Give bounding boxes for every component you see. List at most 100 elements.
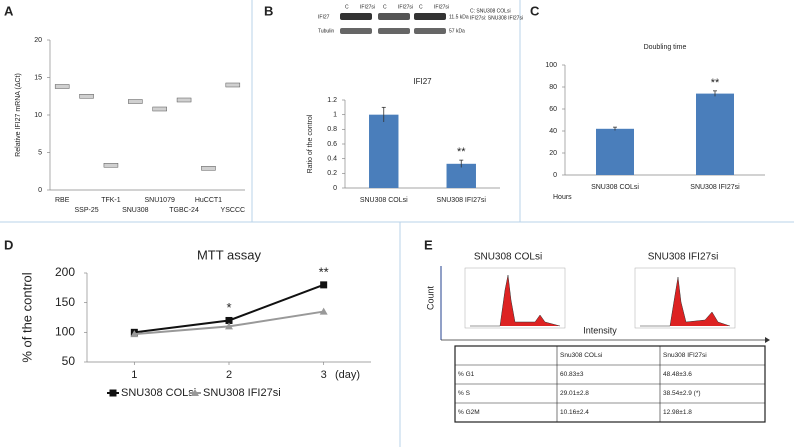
blot-row: IFI27	[318, 14, 330, 20]
y-tick-label: 0	[333, 185, 337, 192]
chart-title: Doubling time	[644, 44, 687, 51]
flow-ylabel: Count	[425, 286, 435, 311]
bar	[596, 128, 634, 175]
y-axis-label: Relative IFI27 mRNA (ΔCt)	[15, 73, 22, 157]
panel-label: B	[264, 3, 273, 18]
lane-label: IFI27si	[434, 4, 449, 10]
panel-label: E	[424, 237, 433, 252]
marker-box	[152, 106, 167, 112]
point	[225, 322, 233, 330]
annotation: **	[711, 77, 720, 89]
y-tick-label: 1	[333, 112, 337, 119]
y-axis-label: Ratio of the control	[307, 114, 314, 173]
y-tick-label: 0.8	[327, 126, 337, 133]
y-tick-label: 0.6	[327, 141, 337, 148]
lane-label: C	[383, 4, 387, 10]
table-cell: 60.83±3	[560, 371, 584, 378]
point	[130, 330, 139, 338]
x-tick-label: RBE	[55, 197, 70, 204]
panel-label: C	[530, 3, 540, 18]
x-tick-label: TGBC-24	[169, 207, 199, 214]
marker-box	[128, 99, 143, 104]
y-tick-label: 60	[549, 106, 557, 113]
bar	[446, 163, 476, 188]
x-tick-label: SNU1079	[145, 197, 175, 204]
western-blot	[340, 13, 446, 34]
annotation: **	[457, 146, 466, 158]
x-tick-label: 1	[131, 369, 137, 381]
chart-title: MTT assay	[197, 247, 262, 262]
y-tick-label: 0.4	[327, 156, 337, 163]
x-tick-label: HuCCT1	[195, 197, 222, 204]
x-tick-label: 2	[226, 369, 232, 381]
x-axis-label: (day)	[335, 369, 360, 381]
y-tick-label: 100	[55, 325, 75, 339]
flow-histogram	[440, 266, 770, 343]
x-tick-label: TFK-1	[101, 197, 121, 204]
panel-label: A	[4, 3, 14, 18]
point	[225, 316, 233, 324]
x-tick-label: SSP-25	[75, 207, 99, 214]
flow-title: SNU308 IFI27si	[648, 252, 719, 263]
legend-label: SNU308 IFI27si	[203, 387, 281, 399]
annotation: *	[226, 300, 231, 315]
blot-row: Tubulin	[318, 28, 334, 34]
lane-label: C	[419, 4, 423, 10]
table-cell: 10.16±2.4	[560, 409, 589, 416]
y-tick-label: 200	[55, 265, 75, 279]
table-cell: 48.48±3.6	[663, 371, 692, 378]
table-cell: % G1	[458, 371, 475, 378]
panel-label: D	[4, 237, 13, 252]
blot-legend: C: SNU308 COLsi	[470, 8, 511, 14]
y-tick-label: 0	[553, 172, 557, 179]
point	[320, 281, 328, 289]
marker-box	[103, 163, 119, 168]
y-tick-label: 20	[34, 37, 42, 44]
y-tick-label: 80	[549, 84, 557, 91]
y-tick-label: 15	[34, 74, 42, 81]
marker-box	[176, 97, 192, 103]
table-header: Snu308 IFI27si	[663, 352, 707, 359]
x-tick-label: SNU308	[122, 207, 149, 214]
y-axis-label: % of the control	[19, 272, 34, 362]
y-tick-label: 50	[62, 354, 76, 368]
marker-box	[201, 166, 216, 171]
table-cell: % G2M	[458, 409, 480, 416]
flow-title: SNU308 COLsi	[474, 252, 542, 263]
x-tick-label: SNU308 IFI27si	[690, 184, 740, 191]
table-cell: 12.98±1.8	[663, 409, 692, 416]
lane-label: C	[345, 4, 349, 10]
x-tick-label: SNU308 COLsi	[360, 197, 408, 204]
y-tick-label: 1.2	[327, 97, 337, 104]
point	[319, 307, 328, 315]
y-tick-label: 0	[38, 187, 42, 194]
legend-label: SNU308 COLsi	[121, 387, 196, 399]
marker-box	[79, 94, 94, 99]
bar	[369, 114, 399, 188]
lane-label: IFI27si	[398, 4, 413, 10]
y-tick-label: 5	[38, 149, 42, 156]
table-cell: % S	[458, 390, 471, 397]
table-cell: 38.54±2.9 (*)	[663, 390, 701, 397]
x-tick-label: SNU308 COLsi	[591, 184, 639, 191]
x-tick-label: YSCCC	[221, 207, 246, 214]
x-tick-label: SNU308 IFI27si	[437, 197, 487, 204]
table-header: Snu308 COLsi	[560, 352, 602, 359]
chart-title: IFI27	[413, 77, 432, 86]
y-tick-label: 150	[55, 295, 75, 309]
legend-marker	[109, 389, 117, 397]
marker-box	[225, 82, 241, 88]
blot-size: 11.5 kDa	[449, 14, 469, 20]
table-cell: 29.01±2.8	[560, 390, 589, 397]
x-tick-label: 3	[321, 369, 327, 381]
x-axis-label: Hours	[553, 194, 572, 201]
y-tick-label: 0.2	[327, 170, 337, 177]
blot-size: 57 kDa	[449, 28, 465, 34]
y-tick-label: 40	[549, 128, 557, 135]
y-tick-label: 10	[34, 112, 42, 119]
lane-label: IFI27si	[360, 4, 375, 10]
flow-xlabel: Intensity	[583, 325, 617, 335]
marker-box	[54, 84, 70, 89]
blot-legend: IFI27si: SNU308 IFI27si	[470, 15, 523, 21]
